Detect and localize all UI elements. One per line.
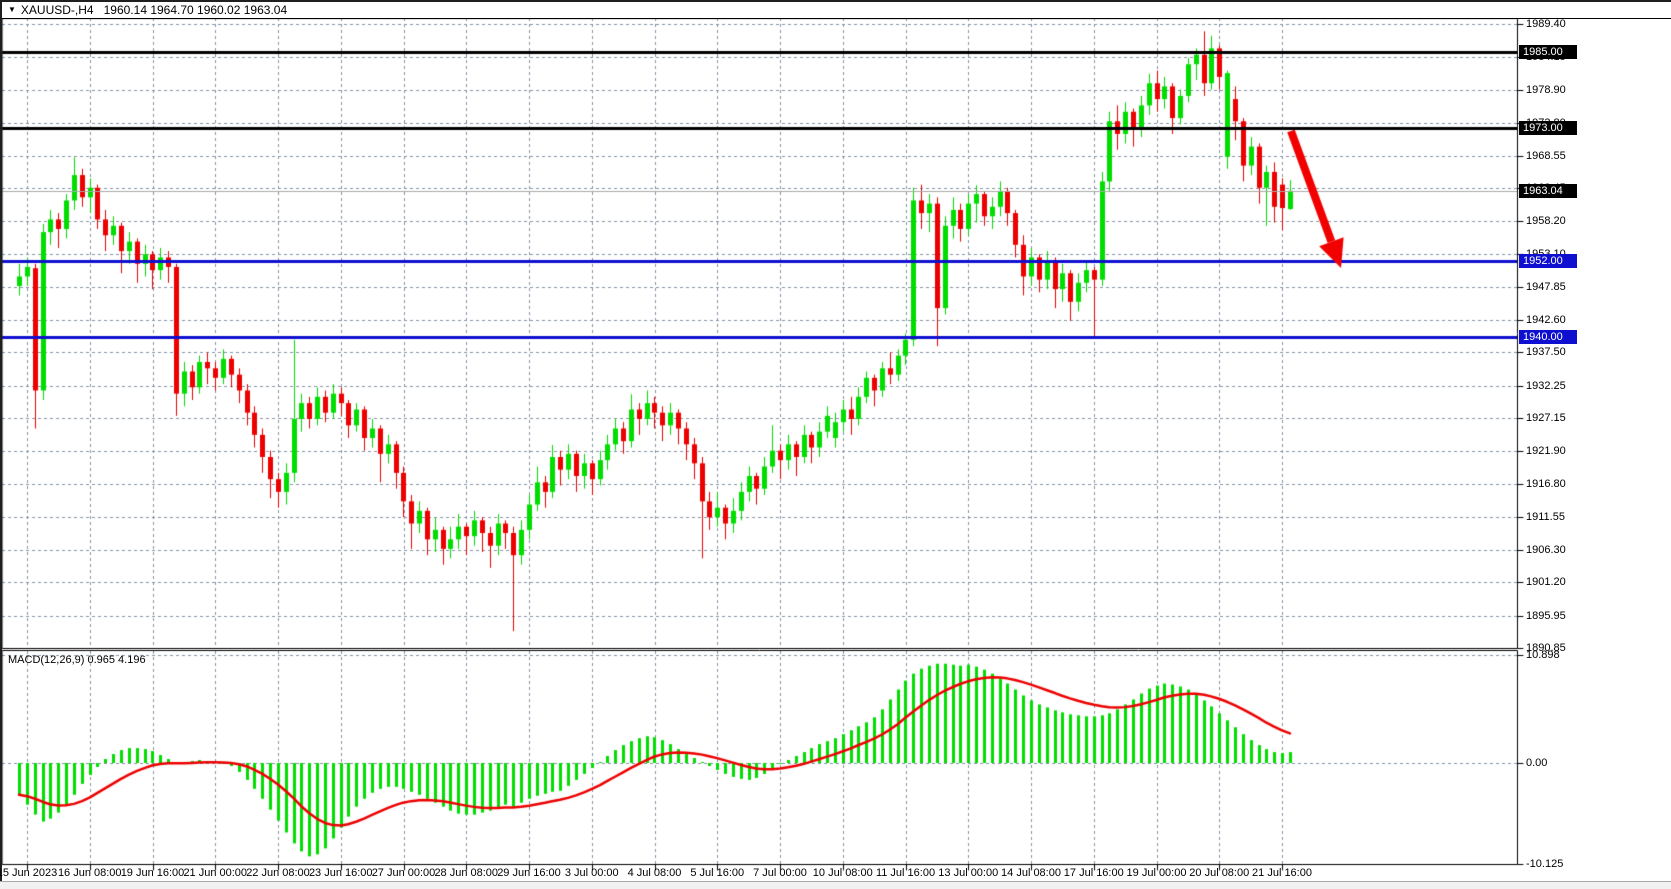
price-tick-label: 1968.55 (1526, 149, 1566, 162)
time-tick-label: 28 Jun 08:00 (434, 867, 499, 879)
price-tick-label: 1890.85 (1526, 642, 1566, 654)
chevron-down-icon[interactable]: ▼ (8, 5, 16, 14)
price-tick-label: 1911.55 (1526, 510, 1565, 523)
ohlc-quote-label: 1960.14 1964.70 1960.02 1963.04 (103, 3, 288, 17)
price-tick-label: 1958.20 (1526, 215, 1566, 228)
macd-axis[interactable] (1519, 18, 1671, 865)
price-tick-label: 1927.15 (1526, 412, 1566, 425)
price-tick-label: 1978.90 (1526, 84, 1566, 97)
price-tick-label: 1942.60 (1526, 314, 1566, 327)
price-badge-194000: 1940.00 (1519, 329, 1577, 344)
window-border-left (0, 0, 2, 882)
time-tick-label: 5 Jul 16:00 (690, 867, 745, 879)
time-tick-label: 15 Jun 2023 (0, 867, 58, 879)
price-tick-label: 1916.80 (1526, 477, 1566, 490)
symbol-timeframe-label: XAUUSD-,H4 (20, 3, 94, 17)
macd-tick-label: 0.00 (1526, 757, 1548, 769)
price-tick-label: 1932.25 (1526, 379, 1566, 392)
time-tick-label: 3 Jul 00:00 (564, 867, 619, 879)
time-tick-label: 11 Jul 16:00 (875, 867, 936, 879)
price-tick-label: 1901.20 (1526, 576, 1566, 589)
time-tick-label: 27 Jun 00:00 (371, 867, 436, 879)
time-tick-label: 22 Jun 08:00 (246, 867, 310, 879)
time-tick-label: 20 Jul 08:00 (1189, 867, 1250, 879)
time-tick-label: 29 Jun 16:00 (497, 867, 561, 879)
time-tick-label: 17 Jul 16:00 (1063, 867, 1124, 879)
time-tick-label: 13 Jul 00:00 (938, 867, 999, 879)
time-tick-label: 21 Jun 00:00 (183, 867, 248, 879)
time-tick-label: 19 Jul 00:00 (1126, 867, 1187, 879)
window-border-top (0, 0, 1671, 2)
price-tick-label: 1937.50 (1526, 346, 1566, 359)
price-tick-label: 1895.95 (1526, 609, 1566, 622)
price-tick-label: 1921.90 (1526, 445, 1566, 458)
chart-titlebar: ▼ XAUUSD-,H4 1960.14 1964.70 1960.02 1963.… (2, 2, 1671, 19)
time-tick-label: 7 Jul 00:00 (753, 867, 807, 879)
macd-indicator-label: MACD(12,26,9) 0.965 4.196 (8, 654, 146, 666)
macd-tick-label: -10.125 (1526, 857, 1564, 870)
time-tick-label: 4 Jul 08:00 (627, 867, 682, 879)
time-tick-label: 10 Jul 08:00 (812, 867, 873, 879)
time-tick-label: 23 Jun 16:00 (308, 867, 373, 879)
price-tick-label: 1989.40 (1526, 17, 1566, 30)
price-badge-195200: 1952.00 (1519, 253, 1577, 268)
time-tick-label: 14 Jul 08:00 (1001, 867, 1061, 879)
price-badge-198500: 1985.00 (1519, 44, 1577, 59)
macd-tick-label: 10.898 (1526, 648, 1560, 661)
price-badge-197300: 1973.00 (1519, 120, 1577, 135)
price-tick-label: 1947.85 (1526, 280, 1566, 293)
time-tick-label: 16 Jun 08:00 (57, 867, 122, 879)
window-bottom-strip (0, 881, 1671, 889)
current-price-badge: 1963.04 (1519, 183, 1577, 198)
price-tick-label: 1906.30 (1526, 544, 1566, 557)
time-tick-label: 21 Jul 16:00 (1252, 867, 1312, 879)
time-tick-label: 19 Jun 16:00 (120, 867, 185, 879)
time-axis[interactable]: 15 Jun 2023 16 Jun 08:00 19 Jun 16:00 21 Ju… (0, 866, 1671, 881)
